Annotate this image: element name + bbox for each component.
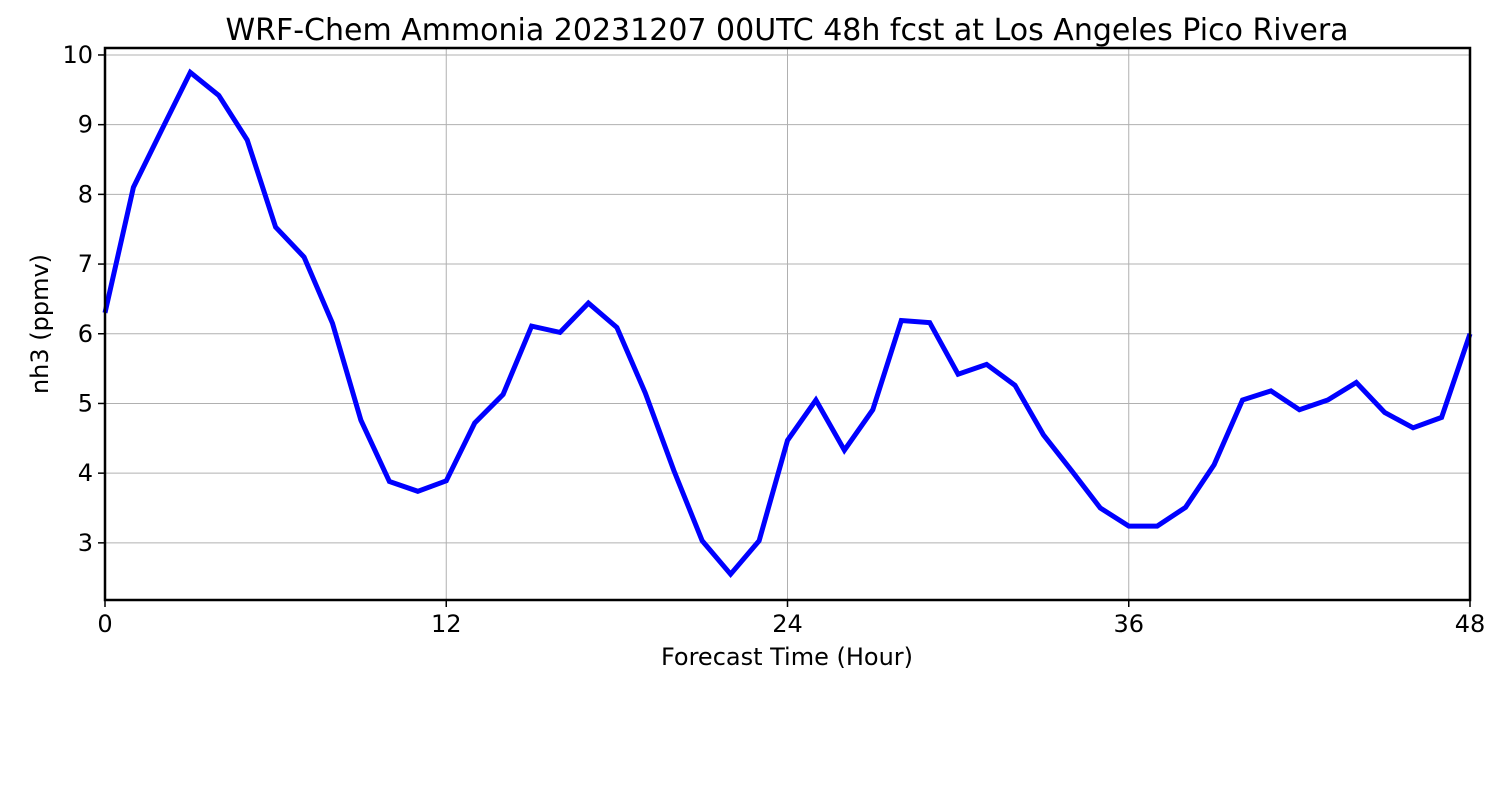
x-tick-label: 48 [1455,610,1486,638]
y-tick-label: 5 [78,389,93,417]
y-tick-label: 3 [78,529,93,557]
y-axis-ticks: 3 4 5 6 7 8 9 10 [62,41,105,557]
x-axis-label: Forecast Time (Hour) [661,643,913,671]
y-tick-label: 9 [78,111,93,139]
x-tick-label: 12 [431,610,462,638]
y-tick-label: 8 [78,180,93,208]
y-axis-label: nh3 (ppmv) [26,254,54,394]
x-tick-label: 36 [1113,610,1144,638]
grid-lines [105,48,1470,600]
chart-title: WRF-Chem Ammonia 20231207 00UTC 48h fcst… [225,13,1348,48]
y-tick-label: 6 [78,320,93,348]
x-axis-ticks: 0 12 24 36 48 [97,600,1485,638]
y-tick-label: 7 [78,250,93,278]
y-tick-label: 4 [78,459,93,487]
x-tick-label: 24 [772,610,803,638]
y-tick-label: 10 [62,41,93,69]
x-tick-label: 0 [97,610,112,638]
